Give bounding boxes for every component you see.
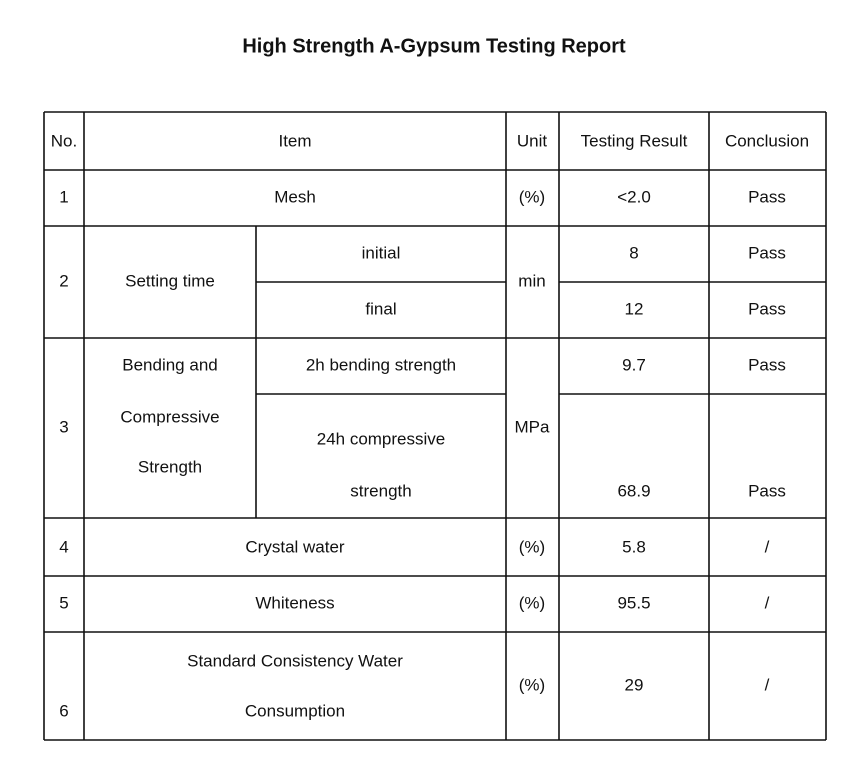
cell: /	[765, 675, 770, 694]
cell: /	[765, 593, 770, 612]
cell: 68.9	[617, 481, 650, 500]
cell: Pass	[748, 243, 786, 262]
title: High Strength A-Gypsum Testing Report	[242, 35, 626, 57]
cell: 5.8	[622, 537, 646, 556]
cell: 6	[59, 701, 68, 720]
table: No. Item Unit Testing Result Conclusion …	[51, 131, 809, 720]
cell: Setting time	[125, 271, 215, 290]
cell: Consumption	[245, 701, 345, 720]
cell: <2.0	[617, 187, 651, 206]
cell: 3	[59, 417, 68, 436]
header-cell: No.	[51, 131, 77, 150]
cell: 4	[59, 537, 68, 556]
cell: (%)	[519, 593, 545, 612]
header-cell: Unit	[517, 131, 548, 150]
cell: Compressive	[120, 407, 219, 426]
cell: 9.7	[622, 355, 646, 374]
header-cell: Conclusion	[725, 131, 809, 150]
cell: 12	[625, 299, 644, 318]
cell: 2h bending strength	[306, 355, 456, 374]
cell: min	[518, 271, 545, 290]
cell: (%)	[519, 675, 545, 694]
cell: Bending and	[122, 355, 217, 374]
header-cell: Item	[278, 131, 311, 150]
cell: 2	[59, 271, 68, 290]
cell: 24h compressive	[317, 429, 446, 448]
cell: Mesh	[274, 187, 316, 206]
cell: Pass	[748, 481, 786, 500]
cell: 29	[625, 675, 644, 694]
cell: Pass	[748, 355, 786, 374]
cell: 1	[59, 187, 68, 206]
cell: 95.5	[617, 593, 650, 612]
table-grid	[43, 111, 827, 741]
cell: strength	[350, 481, 411, 500]
cell: Crystal water	[245, 537, 345, 556]
cell: Whiteness	[255, 593, 334, 612]
cell: MPa	[515, 417, 551, 436]
cell: /	[765, 537, 770, 556]
header-cell: Testing Result	[581, 131, 688, 150]
cell: final	[365, 299, 396, 318]
cell: Strength	[138, 457, 202, 476]
cell: 5	[59, 593, 68, 612]
cell: Pass	[748, 187, 786, 206]
cell: (%)	[519, 537, 545, 556]
cell: (%)	[519, 187, 545, 206]
cell: Standard Consistency Water	[187, 651, 403, 670]
cell: 8	[629, 243, 638, 262]
cell: Pass	[748, 299, 786, 318]
cell: initial	[362, 243, 401, 262]
